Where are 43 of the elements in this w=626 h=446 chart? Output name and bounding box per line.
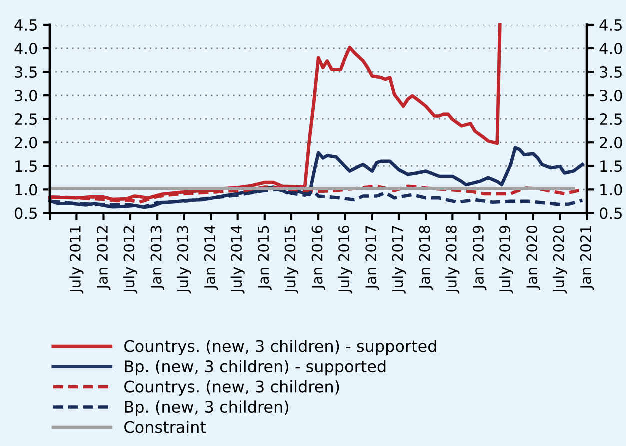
x-tick-label: Jan 2013 <box>150 226 165 290</box>
y-tick-label: 3.5 <box>15 66 37 78</box>
y-tick-label: 4.0 <box>14 42 38 55</box>
y2-tick-label: 2.0 <box>600 137 622 149</box>
y2-tick-label: 1.0 <box>600 184 622 196</box>
x-tick-label: July 2019 <box>499 226 514 294</box>
x-tick-label: July 2011 <box>70 226 84 294</box>
x-tick-label: Jan 2018 <box>419 226 433 290</box>
x-tick-label: Jan 2021 <box>580 226 594 290</box>
x-tick-label: Jan 2015 <box>258 226 272 290</box>
y2-tick-label: 2.5 <box>600 114 622 126</box>
x-tick-label: July 2012 <box>123 226 138 294</box>
legend-label: Countrys. (new, 3 children) - supported <box>124 340 436 356</box>
y-tick-label: 2.5 <box>15 114 37 126</box>
x-tick-label: July 2014 <box>230 226 245 294</box>
x-tick-label: Jan 2014 <box>204 226 218 290</box>
x-tick-label: Jan 2012 <box>96 226 111 290</box>
x-tick-label: July 2016 <box>338 226 352 294</box>
legend-label: Bp. (new, 3 children) <box>125 400 289 416</box>
x-tick-label: July 2018 <box>446 226 460 294</box>
y2-tick-label: 1.5 <box>600 160 622 172</box>
x-tick-label: July 2015 <box>284 226 299 294</box>
legend-label: Bp. (new, 3 children) - supported <box>125 360 386 376</box>
y-tick-label: 0.5 <box>14 208 37 220</box>
y-tick-label: 1.0 <box>16 184 38 196</box>
x-tick-label: Jan 2017 <box>366 226 380 290</box>
y2-tick-label: 4.5 <box>600 20 622 31</box>
y-tick-label: 3.0 <box>15 90 38 102</box>
x-tick-label: Jan 2016 <box>312 226 326 290</box>
legend-label: Countrys. (new, 3 children) <box>124 380 340 396</box>
y2-tick-label: 3.5 <box>600 66 622 78</box>
x-tick-label: Jan 2019 <box>472 226 487 290</box>
x-tick-label: July 2020 <box>553 226 568 294</box>
y2-tick-label: 4.0 <box>600 42 622 55</box>
y-tick-label: 1.5 <box>16 160 37 172</box>
legend-label: Constraint <box>124 420 206 434</box>
y2-tick-label: 0.5 <box>600 208 622 220</box>
y-tick-label: 4.5 <box>14 20 37 31</box>
y-tick-label: 2.0 <box>15 137 38 149</box>
x-tick-label: July 2017 <box>392 226 406 294</box>
y2-tick-label: 3.0 <box>600 90 622 102</box>
x-tick-label: Jan 2020 <box>526 226 540 290</box>
x-tick-label: July 2013 <box>177 226 192 294</box>
